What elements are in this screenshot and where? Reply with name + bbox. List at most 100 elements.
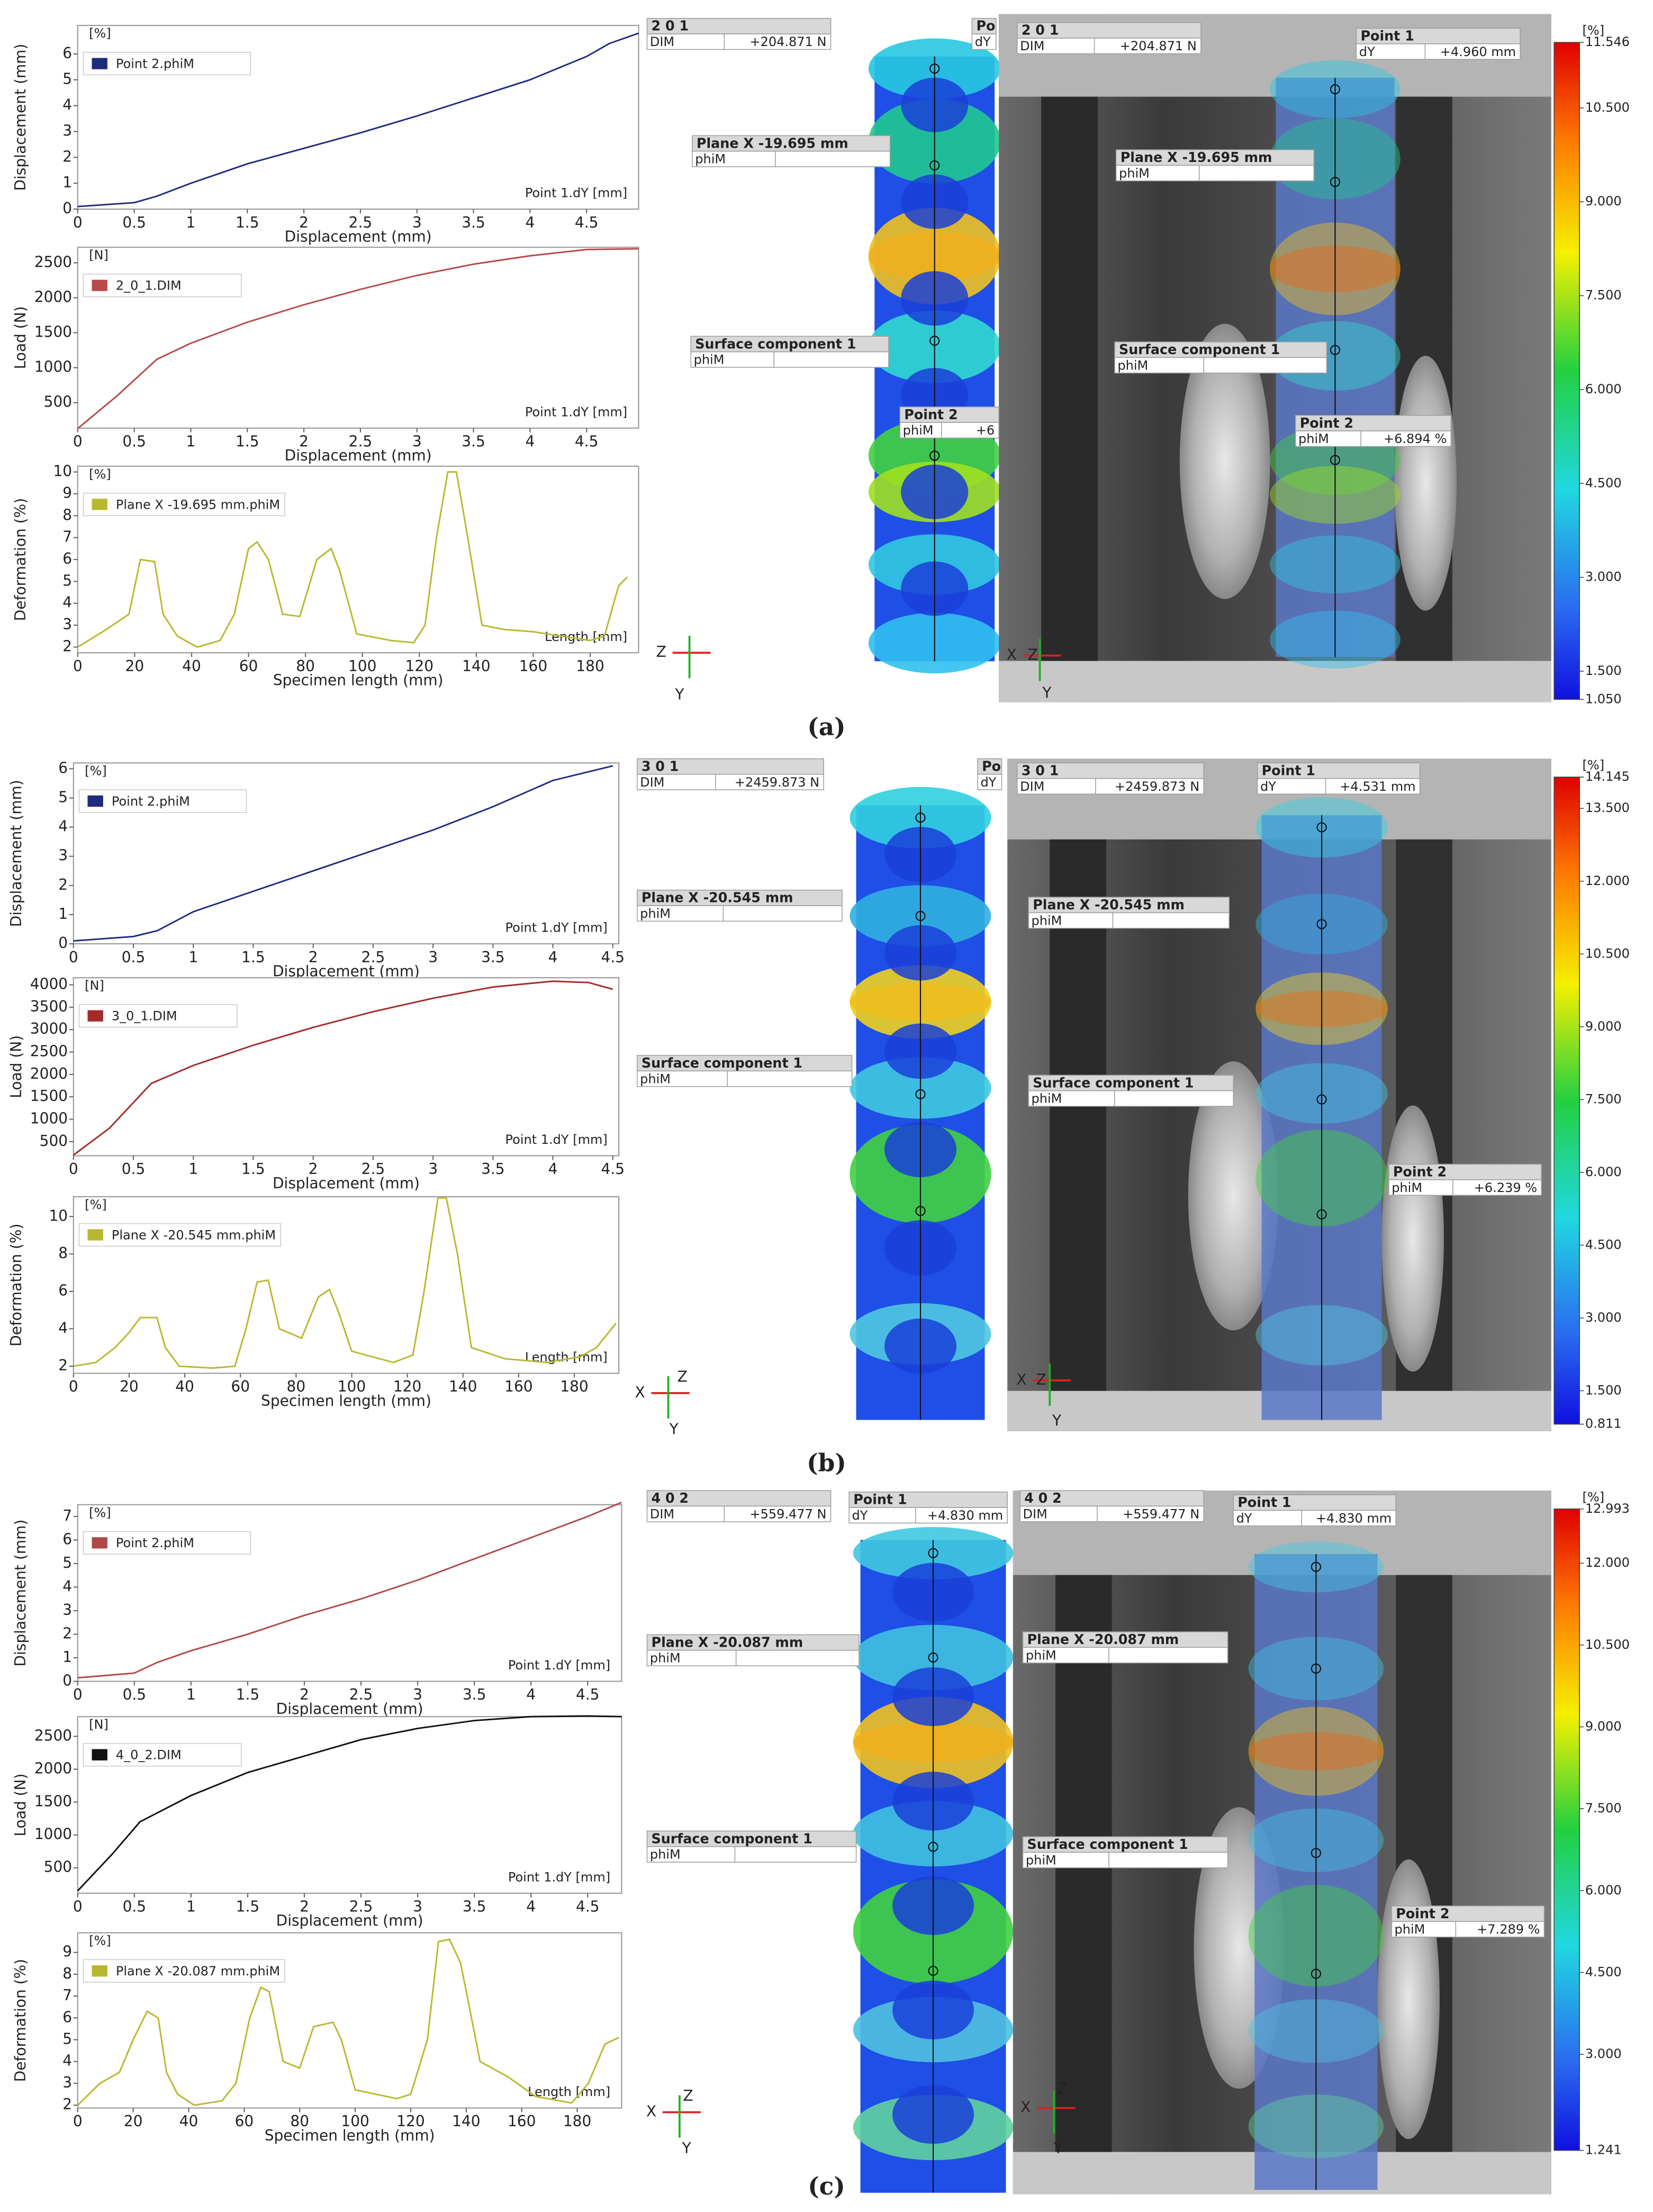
y-axis-title: Deformation (%) bbox=[7, 1224, 25, 1347]
x-tick-label: 3 bbox=[428, 949, 438, 966]
colorbar-tick-label: 9.000 bbox=[1585, 194, 1622, 209]
y-tick-label: 6 bbox=[62, 2008, 72, 2026]
x-tick-label: 3.5 bbox=[463, 1686, 486, 1703]
y-tick-label: 4 bbox=[62, 1577, 72, 1595]
x-tick-label: 4.5 bbox=[575, 432, 599, 450]
label-title: Po bbox=[976, 18, 995, 34]
label-row-bg bbox=[971, 33, 997, 50]
x-tick-label: 4.5 bbox=[601, 949, 625, 966]
map-point bbox=[929, 64, 940, 74]
legend-swatch bbox=[92, 58, 107, 69]
y-tick-label: 2500 bbox=[34, 253, 72, 270]
x-axis-title: Displacement (mm) bbox=[276, 1700, 423, 1718]
x-tick-label: 3 bbox=[412, 432, 422, 450]
y-tick-label: 3500 bbox=[30, 998, 68, 1015]
y-tick-label: 5 bbox=[62, 1554, 72, 1572]
label-row-bg bbox=[977, 773, 1002, 790]
legend-label: Plane X -20.087 mm.phiM bbox=[116, 1964, 280, 1979]
specimen-point bbox=[1311, 1561, 1321, 1572]
x-tick-label: 2.5 bbox=[362, 1160, 385, 1178]
y-tick-label: 5 bbox=[62, 2030, 72, 2048]
map-point bbox=[915, 910, 926, 922]
label-title: Po bbox=[982, 758, 1001, 774]
x-axis-title: Displacement (mm) bbox=[273, 1175, 420, 1192]
label-value: +4.830 mm bbox=[1316, 1511, 1392, 1525]
label-title-bg bbox=[646, 1830, 857, 1847]
label-key: phiM bbox=[640, 906, 671, 921]
legend-swatch bbox=[87, 795, 103, 807]
label-value: +559.477 N bbox=[1123, 1506, 1199, 1521]
label-title-bg bbox=[637, 889, 843, 906]
x-tick-label: 4 bbox=[525, 432, 535, 450]
x-tick-label: 120 bbox=[396, 2112, 424, 2130]
legend-box bbox=[83, 1959, 285, 1983]
x-tick-label: 20 bbox=[124, 2112, 143, 2130]
x-tick-label: 4 bbox=[548, 949, 558, 966]
y-tick-label: 2500 bbox=[34, 1727, 72, 1744]
label-title-bg bbox=[646, 1490, 832, 1507]
data-line bbox=[73, 1197, 617, 1369]
label-row-bg bbox=[692, 150, 891, 167]
label-row-bg bbox=[1022, 1852, 1229, 1868]
y-tick-label: 2500 bbox=[30, 1042, 68, 1060]
y-tick-label: 2 bbox=[62, 148, 72, 165]
label-key: DIM bbox=[650, 34, 674, 49]
colorbar-tick-label: 12.993 bbox=[1585, 1501, 1630, 1516]
panel-label: (a) bbox=[807, 712, 845, 741]
legend-label: Point 2.phiM bbox=[112, 794, 190, 809]
glass-fixture bbox=[1188, 1061, 1279, 1331]
y-tick-label: 2000 bbox=[34, 1759, 72, 1777]
y-tick-label: 500 bbox=[44, 1858, 72, 1876]
label-title: 3 0 1 bbox=[1022, 762, 1059, 778]
label-key: phiM bbox=[1298, 431, 1329, 446]
label-key: dY bbox=[1260, 779, 1276, 794]
photo-frame-left bbox=[1041, 96, 1098, 661]
x-tick-label: 100 bbox=[338, 1378, 366, 1395]
x-tick-label: 3 bbox=[413, 1898, 422, 1915]
y-tick-label: 0 bbox=[62, 1672, 72, 1689]
label-value: +6.894 % bbox=[1384, 431, 1447, 446]
label-key: phiM bbox=[1392, 1180, 1422, 1195]
glass-fixture bbox=[1394, 356, 1457, 611]
corner-label: Length [mm] bbox=[545, 629, 627, 644]
unit-label: [%] bbox=[89, 1934, 111, 1948]
colorbar-tick-label: 1.500 bbox=[1585, 1383, 1622, 1397]
x-tick-label: 4 bbox=[548, 1160, 558, 1178]
triad-label: X bbox=[1020, 2099, 1031, 2116]
x-tick-label: 0.5 bbox=[122, 432, 146, 450]
legend-box bbox=[83, 51, 251, 76]
label-value: +6 bbox=[976, 423, 995, 438]
label-key: phiM bbox=[694, 353, 725, 367]
x-tick-label: 120 bbox=[393, 1378, 421, 1395]
label-title: Surface component 1 bbox=[1119, 341, 1280, 357]
label-value: +4.830 mm bbox=[927, 1508, 1003, 1523]
colorbar-tick-label: 7.500 bbox=[1585, 1801, 1622, 1816]
x-tick-label: 2 bbox=[309, 1160, 318, 1178]
map-point bbox=[929, 160, 940, 171]
colorbar-tick-label: 1.500 bbox=[1585, 663, 1622, 678]
y-tick-label: 1500 bbox=[34, 1793, 72, 1810]
x-axis-title: Displacement (mm) bbox=[285, 447, 432, 464]
label-title: 3 0 1 bbox=[642, 758, 679, 774]
label-title: Point 2 bbox=[904, 407, 958, 422]
colorbar-tick-label: 12.000 bbox=[1585, 873, 1630, 888]
label-key: DIM bbox=[650, 1506, 674, 1521]
y-axis-title: Load (N) bbox=[12, 306, 29, 369]
x-tick-label: 3.5 bbox=[481, 1160, 505, 1178]
x-axis-title: Displacement (mm) bbox=[276, 1912, 423, 1929]
panel-label: (b) bbox=[807, 1449, 846, 1477]
x-tick-label: 4 bbox=[526, 1686, 536, 1703]
label-row-bg bbox=[1233, 1510, 1397, 1527]
label-title: Point 1 bbox=[1360, 28, 1414, 43]
legend-swatch bbox=[92, 1537, 107, 1549]
triad-label: Y bbox=[1053, 2139, 1063, 2157]
map-point bbox=[928, 1652, 938, 1663]
x-tick-label: 2.5 bbox=[349, 214, 373, 231]
colorbar-tick-label: 10.500 bbox=[1585, 100, 1630, 115]
label-title-bg bbox=[1115, 149, 1315, 166]
x-tick-label: 2.5 bbox=[349, 432, 373, 450]
corner-label: Point 1.dY [mm] bbox=[508, 1658, 610, 1673]
y-tick-label: 6 bbox=[62, 44, 72, 62]
label-title-bg bbox=[848, 1491, 1008, 1508]
